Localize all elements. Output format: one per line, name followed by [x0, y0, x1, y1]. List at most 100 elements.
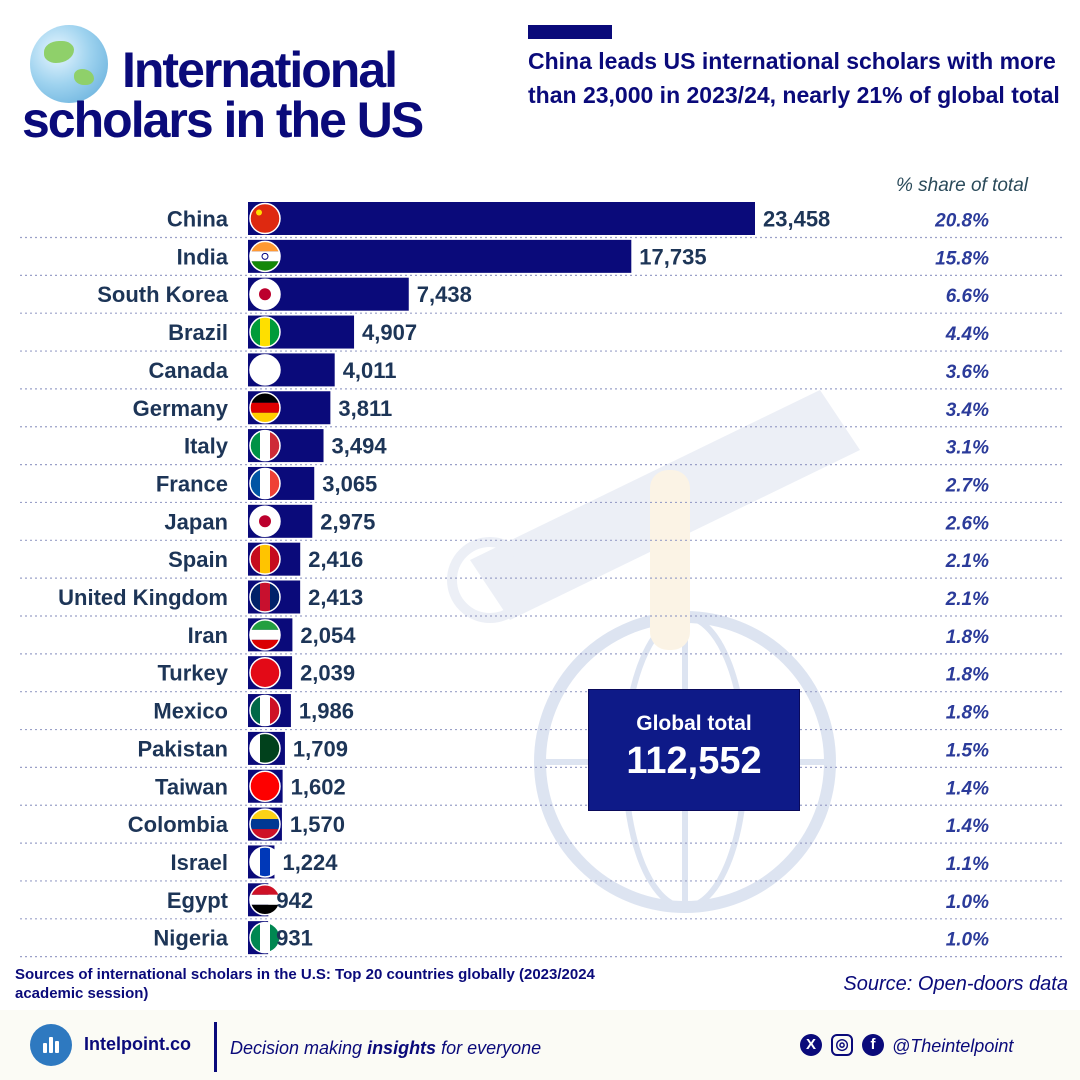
category-label: Japan: [164, 509, 228, 534]
share-label: 15.8%: [935, 248, 989, 269]
footer: [0, 1010, 1080, 1080]
share-label: 2.1%: [945, 589, 989, 610]
value-label: 4,907: [362, 320, 417, 345]
category-label: Nigeria: [153, 926, 228, 951]
category-label: Egypt: [167, 888, 229, 913]
share-label: 6.6%: [946, 286, 989, 307]
tagline-post: for everyone: [436, 1038, 542, 1058]
mexico-flag-icon: [249, 694, 281, 727]
global-total-label: Global total: [636, 712, 752, 735]
value-label: 1,709: [293, 736, 348, 761]
share-label: 3.1%: [946, 438, 989, 459]
share-label: 2.6%: [945, 513, 989, 534]
value-label: 1,602: [291, 774, 346, 799]
category-label: Italy: [184, 434, 229, 459]
page-title: International scholars in the US: [22, 45, 442, 145]
watermark-illustration: [447, 390, 860, 913]
category-label: India: [177, 244, 229, 269]
category-label: Mexico: [153, 699, 228, 724]
taiwan-flag-icon: [249, 770, 281, 802]
x-icon[interactable]: X: [800, 1034, 822, 1056]
share-label: 1.8%: [946, 703, 989, 724]
share-label: 1.0%: [946, 892, 989, 913]
value-label: 2,975: [320, 509, 375, 534]
social-handle[interactable]: @Theintelpoint: [892, 1036, 1014, 1056]
value-label: 2,039: [300, 661, 355, 686]
share-label: 3.4%: [946, 400, 989, 421]
germany-flag-icon: [249, 392, 281, 424]
category-label: Israel: [171, 850, 229, 875]
category-label: Iran: [188, 623, 228, 648]
value-label: 2,413: [308, 585, 363, 610]
nigeria-flag-icon: [249, 921, 281, 954]
united-kingdom-flag-icon: [249, 581, 281, 613]
value-label: 3,065: [322, 471, 377, 496]
category-label: Germany: [133, 396, 229, 421]
south-korea-flag-icon: [249, 278, 281, 310]
egypt-flag-icon: [249, 884, 281, 916]
share-label: 20.8%: [934, 211, 989, 232]
brazil-flag-icon: [249, 316, 281, 348]
share-label: 1.4%: [946, 816, 989, 837]
tagline-bold: insights: [367, 1038, 437, 1058]
iran-flag-icon: [249, 619, 281, 651]
spain-flag-icon: [249, 543, 281, 575]
category-label: United Kingdom: [58, 585, 228, 610]
share-label: 1.4%: [946, 778, 989, 799]
source-label: Source: Open-doors data: [843, 973, 1068, 995]
tagline: Decision making insights for everyone: [230, 1038, 541, 1059]
share-label: 2.1%: [945, 551, 989, 572]
share-label: 2.7%: [945, 475, 989, 496]
category-label: Spain: [168, 547, 228, 572]
turkey-flag-icon: [249, 656, 281, 689]
india-flag-icon: [249, 240, 281, 273]
share-label: 1.0%: [946, 930, 989, 951]
tagline-pre: Decision making: [230, 1038, 368, 1058]
category-label: France: [156, 471, 228, 496]
share-label: 1.8%: [946, 665, 989, 686]
share-label: 1.8%: [946, 627, 989, 648]
global-total-value: 112,552: [626, 740, 762, 782]
title-line-1: International: [122, 42, 398, 98]
value-label: 2,054: [300, 623, 356, 648]
china-flag-icon: [249, 202, 281, 235]
share-label: 3.6%: [946, 362, 989, 383]
share-label: 1.5%: [946, 740, 989, 761]
category-label: South Korea: [97, 282, 229, 307]
brand-name[interactable]: Intelpoint.co: [84, 1034, 191, 1054]
value-label: 2,416: [308, 547, 363, 572]
value-label: 1,570: [290, 812, 345, 837]
value-label: 3,811: [338, 396, 392, 421]
value-label: 931: [276, 926, 313, 951]
canada-flag-icon: [249, 354, 281, 386]
chart-footnote: Sources of international scholars in the…: [15, 966, 595, 1002]
intelpoint-logo-icon[interactable]: [30, 1024, 72, 1066]
globe-icon: [30, 25, 108, 103]
global-total-box: Global total 112,552: [588, 689, 800, 811]
colombia-flag-icon: [249, 808, 281, 840]
category-label: China: [167, 207, 229, 232]
japan-flag-icon: [249, 505, 281, 538]
accent-bar: [528, 25, 612, 39]
title-line-2: scholars in the US: [22, 92, 424, 148]
bar: [248, 239, 632, 273]
share-label: 4.4%: [945, 324, 989, 345]
facebook-icon[interactable]: f: [862, 1034, 884, 1056]
category-label: Taiwan: [155, 774, 228, 799]
value-label: 7,438: [417, 282, 472, 307]
value-label: 1,986: [299, 699, 354, 724]
pakistan-flag-icon: [249, 732, 281, 765]
share-column-header: % share of total: [895, 175, 1028, 196]
footer-divider: [214, 1022, 217, 1072]
share-label: 1.1%: [946, 854, 989, 875]
value-label: 942: [276, 888, 313, 913]
category-label: Canada: [149, 358, 229, 383]
value-label: 4,011: [343, 358, 397, 383]
instagram-icon[interactable]: ◎: [831, 1034, 853, 1056]
value-label: 1,224: [282, 850, 338, 875]
france-flag-icon: [249, 467, 281, 500]
bar: [248, 202, 755, 235]
subtitle: China leads US international scholars wi…: [528, 48, 1060, 108]
value-label: 23,458: [763, 207, 830, 232]
value-label: 17,735: [639, 244, 706, 269]
